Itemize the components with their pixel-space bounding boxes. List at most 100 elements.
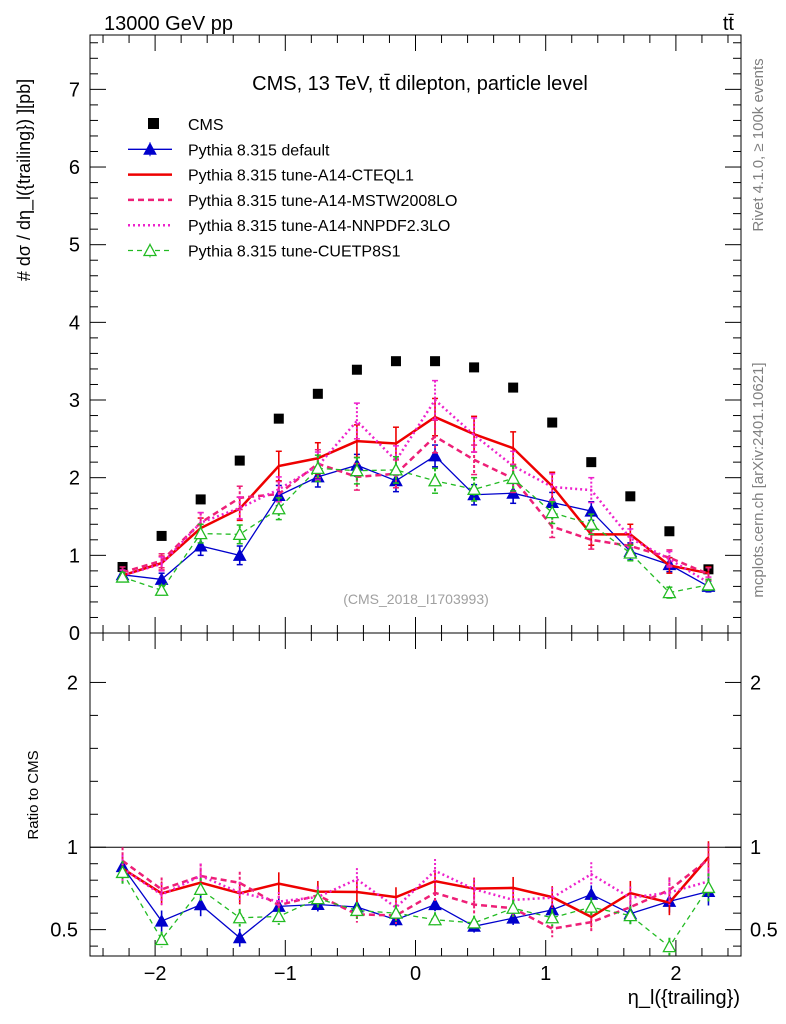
y-tick-label: 6 bbox=[69, 157, 80, 179]
ratio-marker bbox=[115, 865, 130, 879]
y-tick-label: 0 bbox=[69, 623, 80, 645]
series-line-pythia-8-315-tune-a14-nnpdf2-3lo bbox=[122, 398, 710, 584]
ratio-marker bbox=[193, 897, 208, 911]
legend-label-pythia-8-315-tune-a14-cteql1: Pythia 8.315 tune-A14-CTEQL1 bbox=[188, 168, 414, 185]
series-marker bbox=[310, 460, 325, 475]
cms-data-point bbox=[625, 491, 636, 502]
series-marker bbox=[584, 516, 599, 530]
series-marker bbox=[154, 582, 169, 596]
series-marker bbox=[506, 471, 521, 485]
cms-data-point bbox=[156, 530, 167, 541]
header-right: tt̄ bbox=[723, 13, 735, 35]
cms-data-point bbox=[469, 362, 480, 373]
legend: CMS Pythia 8.315 default Pythia 8.315 tune… bbox=[128, 117, 457, 261]
series-line-pythia-8-315-default bbox=[122, 455, 709, 587]
ratio-line-pythia-8-315-tune-cuetp8s1 bbox=[121, 872, 709, 948]
series-marker bbox=[193, 526, 208, 540]
ratio-line-pythia-8-315-tune-a14-cteql1 bbox=[121, 856, 710, 919]
series-marker bbox=[193, 538, 208, 552]
y-tick-label: 7 bbox=[69, 79, 80, 101]
legend-marker-pythia-8-315-default bbox=[143, 142, 157, 155]
ratio-marker bbox=[701, 880, 716, 894]
cms-data-point bbox=[195, 494, 206, 505]
cms-data-point bbox=[430, 356, 441, 367]
x-tick-label: −2 bbox=[144, 963, 167, 985]
rivet-label: Rivet 4.1.0, ≥ 100k events bbox=[750, 58, 767, 231]
series-marker bbox=[232, 527, 247, 541]
ratio-y-tick-label-right: 0.5 bbox=[750, 920, 778, 942]
ratio-marker bbox=[466, 915, 482, 929]
ratio-marker bbox=[662, 939, 677, 953]
series-marker bbox=[623, 545, 638, 559]
y-tick-label: 4 bbox=[69, 312, 80, 334]
cms-data-point bbox=[273, 413, 284, 424]
y-axis-label-main: # dσ / dη_l({trailing}) ][pb] bbox=[14, 79, 35, 281]
mcplots-label: mcplots.cern.ch [arXiv:2401.10621] bbox=[750, 362, 767, 597]
cms-data-point bbox=[351, 364, 362, 375]
x-tick-label: 1 bbox=[540, 963, 551, 985]
ratio-line-pythia-8-315-tune-a14-mstw2008lo bbox=[121, 858, 710, 931]
ratio-y-tick-label-right: 1 bbox=[750, 837, 761, 859]
ratio-marker bbox=[506, 900, 521, 914]
legend-label-pythia-8-315-default: Pythia 8.315 default bbox=[188, 142, 330, 159]
ratio-marker bbox=[427, 912, 443, 926]
analysis-watermark: (CMS_2018_I1703993) bbox=[343, 591, 489, 607]
ratio-marker bbox=[584, 899, 599, 913]
series-line-pythia-8-315-tune-cuetp8s1 bbox=[122, 467, 709, 594]
series-marker bbox=[701, 577, 716, 591]
x-tick-label: 2 bbox=[670, 963, 681, 985]
cms-data-point bbox=[508, 382, 519, 393]
y-tick-label: 2 bbox=[69, 468, 80, 490]
ratio-marker bbox=[623, 908, 638, 922]
ratio-marker bbox=[506, 911, 520, 924]
ratio-marker bbox=[388, 905, 404, 919]
series-marker bbox=[466, 481, 482, 495]
legend-label-pythia-8-315-tune-cuetp8s1: Pythia 8.315 tune-CUETP8S1 bbox=[188, 244, 401, 261]
cms-data-point bbox=[312, 388, 323, 399]
series-marker bbox=[545, 505, 560, 519]
series-marker bbox=[232, 548, 247, 561]
series-marker bbox=[662, 585, 677, 599]
series-marker bbox=[427, 473, 443, 487]
ratio-line-pythia-8-315-tune-a14-nnpdf2-3lo bbox=[121, 867, 709, 910]
ratio-marker bbox=[232, 910, 247, 924]
ratio-marker bbox=[271, 909, 286, 923]
ratio-y-tick-label: 2 bbox=[67, 672, 78, 694]
legend-label-pythia-8-315-tune-a14-nnpdf2-3lo: Pythia 8.315 tune-A14-NNPDF2.3LO bbox=[188, 218, 450, 235]
cms-data-point bbox=[586, 457, 597, 468]
chart-title: CMS, 13 TeV, tt̄ dilepton, particle leve… bbox=[252, 73, 588, 95]
cms-data-point bbox=[234, 455, 245, 466]
ratio-marker bbox=[193, 882, 208, 896]
legend-label-cms: CMS bbox=[188, 117, 224, 134]
series-marker bbox=[271, 501, 286, 515]
legend-marker-pythia-8-315-tune-cuetp8s1 bbox=[142, 243, 158, 257]
series-marker bbox=[388, 462, 404, 476]
ratio-marker bbox=[310, 891, 325, 905]
y-tick-label: 5 bbox=[69, 235, 80, 257]
header-left: 13000 GeV pp bbox=[104, 13, 233, 35]
series-line-pythia-8-315-tune-a14-mstw2008lo bbox=[122, 434, 709, 576]
ratio-y-tick-label: 0.5 bbox=[50, 920, 78, 942]
ratio-marker bbox=[428, 897, 442, 911]
ratio-marker bbox=[154, 932, 169, 946]
cms-data-point bbox=[390, 356, 401, 367]
legend-label-pythia-8-315-tune-a14-mstw2008lo: Pythia 8.315 tune-A14-MSTW2008LO bbox=[188, 193, 457, 210]
y-tick-label: 1 bbox=[69, 545, 80, 567]
x-tick-label: 0 bbox=[410, 963, 421, 985]
x-tick-label: −1 bbox=[274, 963, 297, 985]
ratio-marker bbox=[545, 910, 560, 924]
series-marker bbox=[115, 569, 130, 583]
ratio-marker bbox=[349, 903, 365, 917]
y-tick-label: 3 bbox=[69, 390, 80, 412]
ratio-panel-frame bbox=[89, 632, 742, 957]
ratio-marker bbox=[154, 914, 169, 927]
series-marker bbox=[349, 463, 365, 477]
series-marker bbox=[428, 448, 442, 462]
x-axis-label: η_l({trailing}) bbox=[628, 987, 740, 1009]
cms-data-point bbox=[547, 417, 558, 428]
y-axis-label-ratio: Ratio to CMS bbox=[25, 750, 42, 839]
ratio-line-pythia-8-315-default bbox=[122, 866, 709, 939]
series-line-pythia-8-315-tune-a14-cteql1 bbox=[122, 415, 709, 577]
ratio-y-tick-label: 1 bbox=[67, 837, 78, 859]
